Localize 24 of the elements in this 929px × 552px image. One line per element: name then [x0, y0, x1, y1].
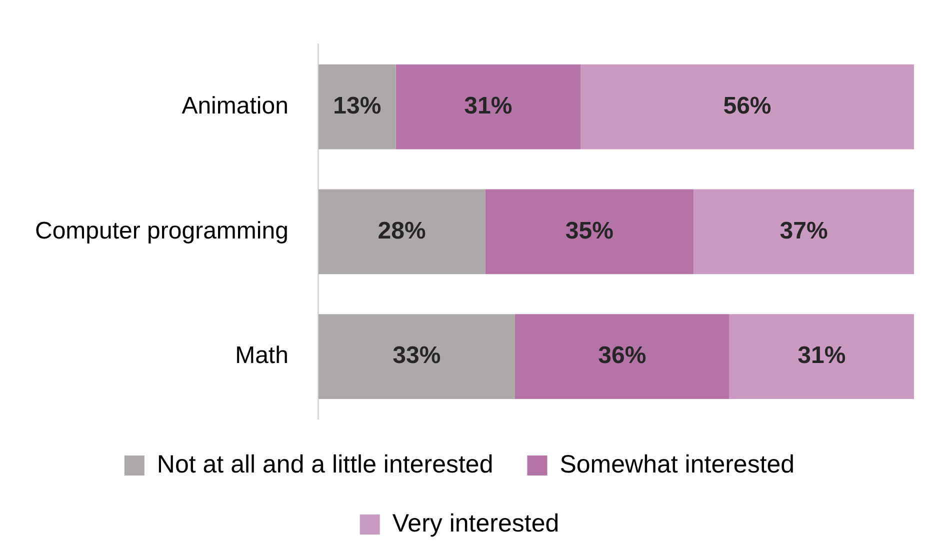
data-label: 28%	[378, 217, 426, 244]
data-label: 56%	[723, 92, 772, 120]
bar	[396, 64, 580, 150]
bar	[485, 189, 694, 274]
bar	[514, 314, 730, 400]
data-label: 33%	[392, 342, 441, 370]
data-label: 31%	[798, 342, 846, 370]
bar	[318, 189, 486, 274]
legend-label: Very interested	[392, 509, 560, 538]
data-label: 13%	[333, 92, 382, 120]
data-label: 36%	[598, 342, 646, 370]
legend-label: Not at all and a little interested	[156, 450, 494, 478]
data-label: 37%	[780, 217, 828, 244]
bar	[580, 64, 914, 150]
bar	[694, 189, 914, 274]
data-label: 35%	[565, 217, 614, 244]
data-label: 31%	[464, 92, 512, 120]
bar	[318, 64, 396, 150]
bar	[318, 314, 515, 400]
y-tick-label: Math	[235, 342, 288, 370]
y-tick-label: Computer programming	[34, 217, 288, 244]
bar	[729, 314, 914, 400]
y-tick-label: Animation	[182, 92, 288, 120]
legend-label: Somewhat interested	[560, 450, 795, 478]
